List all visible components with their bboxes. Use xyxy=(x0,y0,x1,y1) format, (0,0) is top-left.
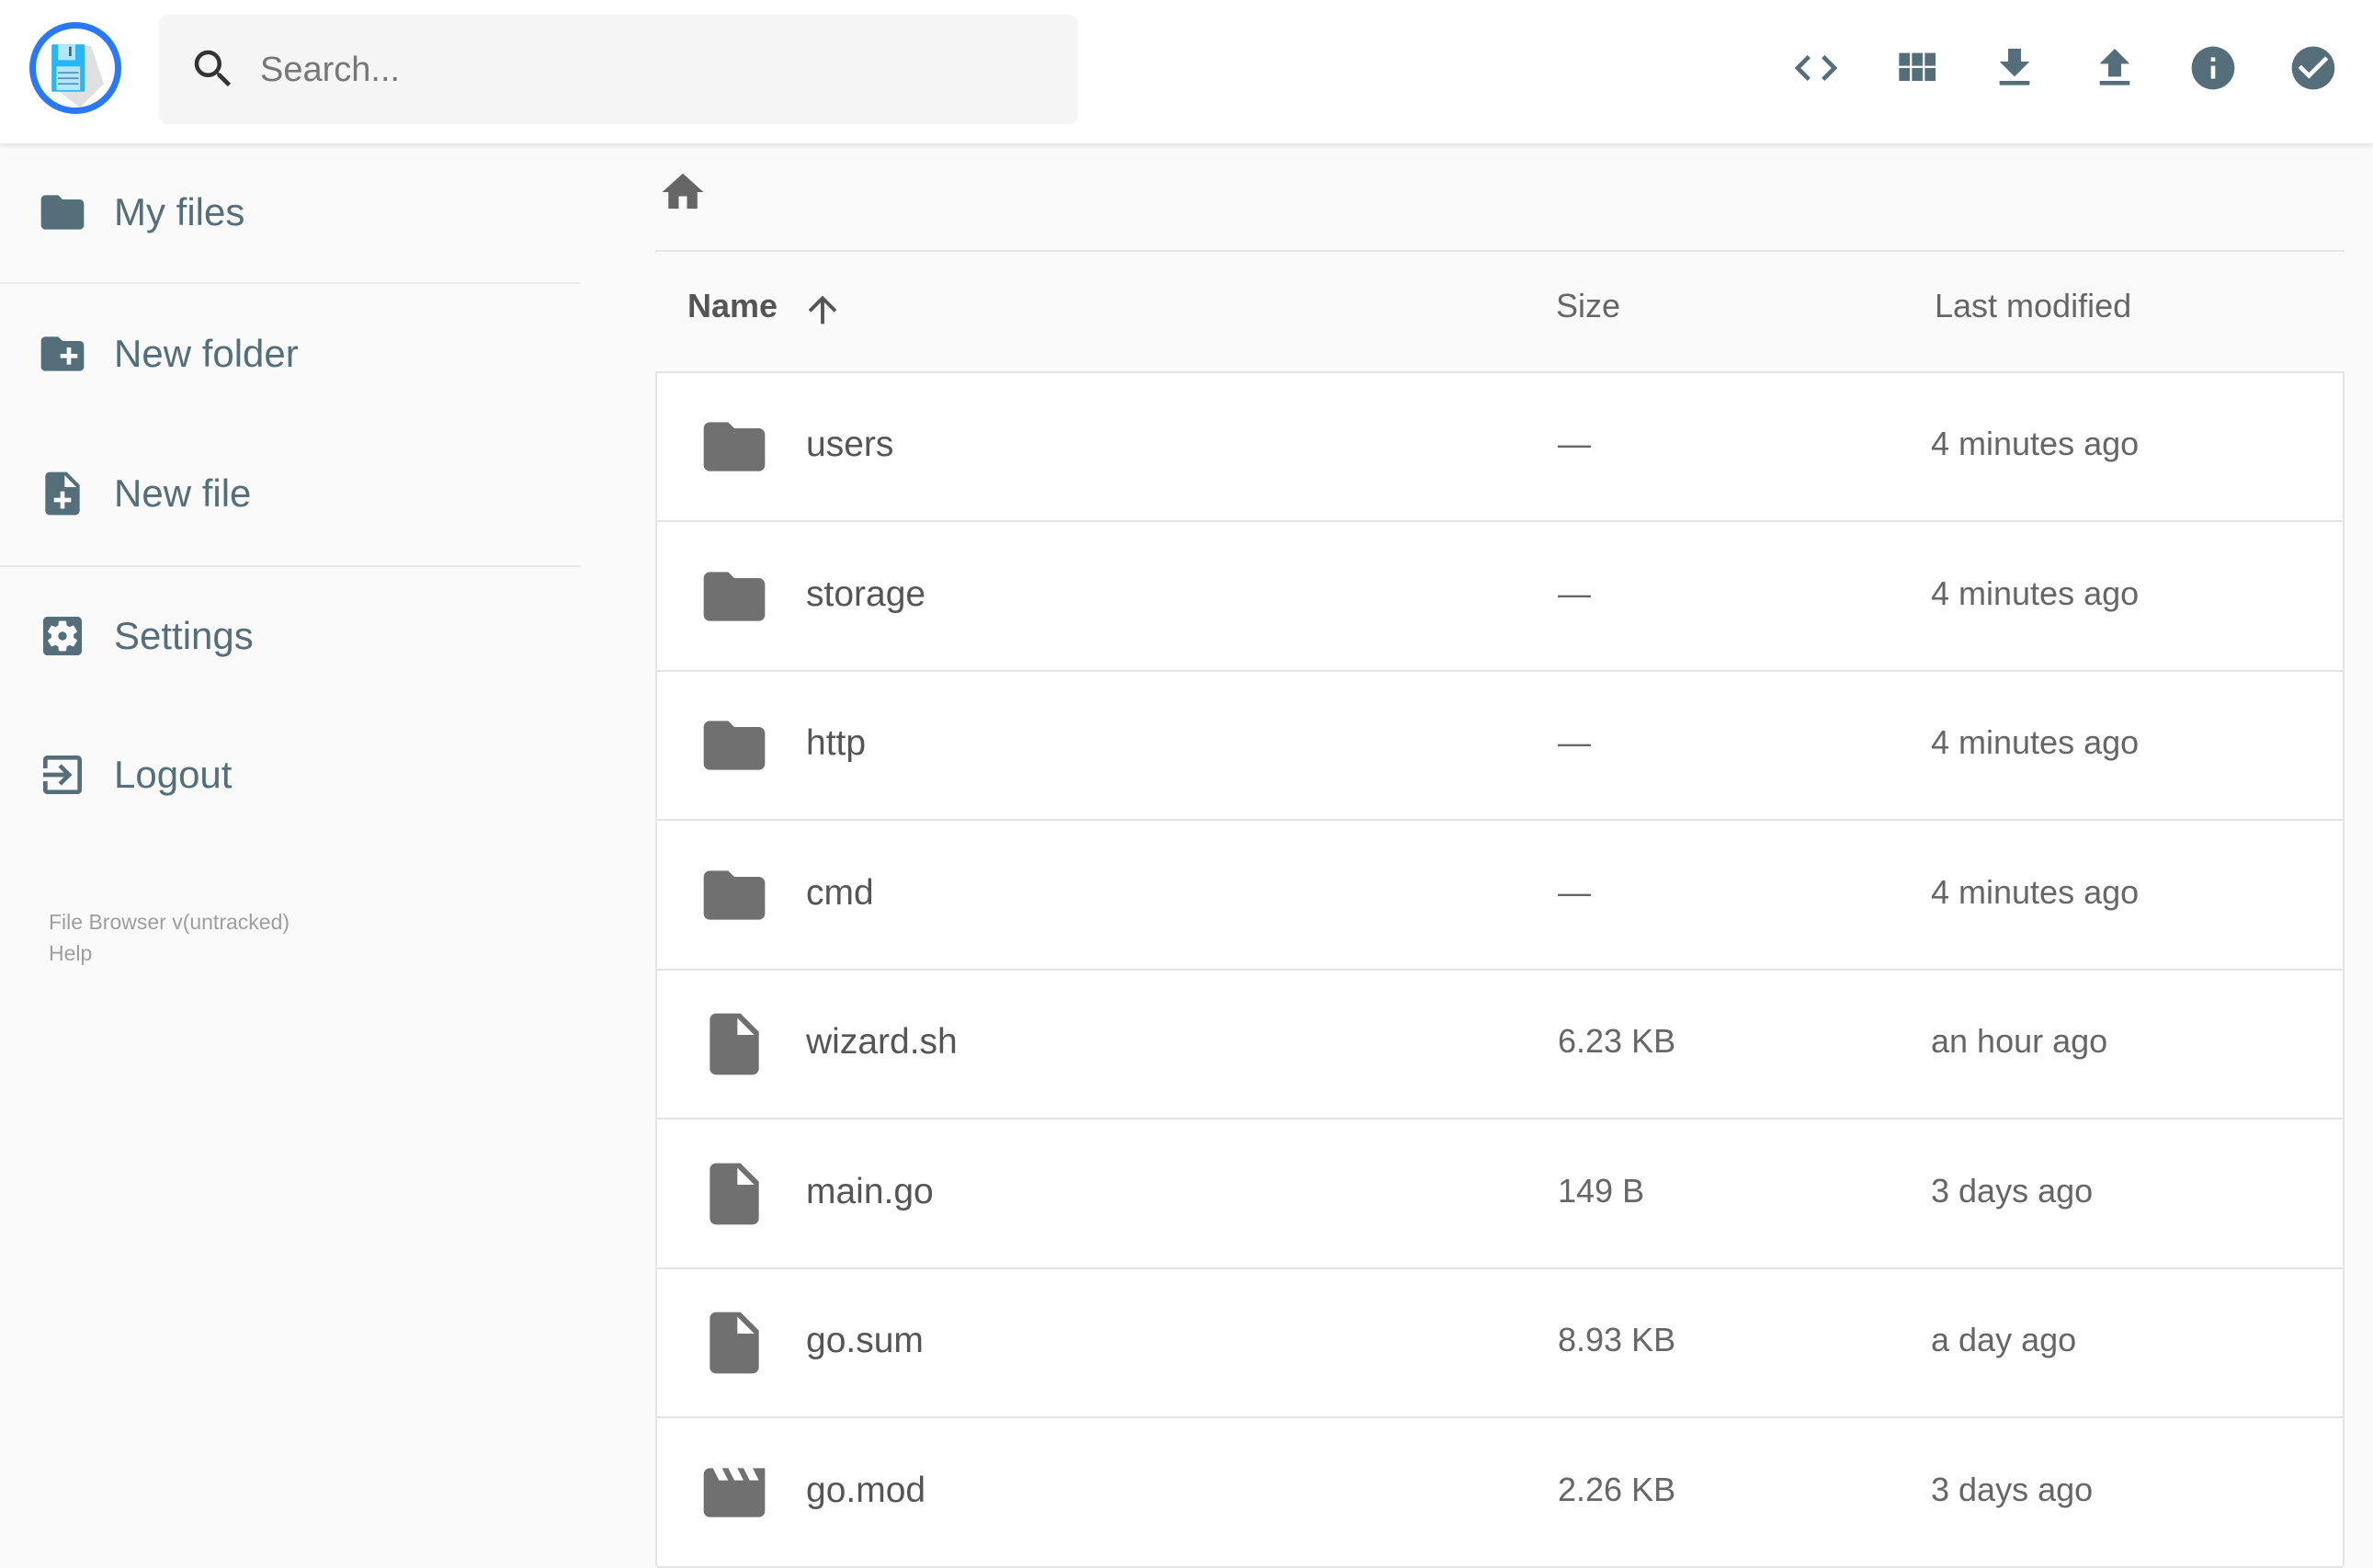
sidebar-item-label: Logout xyxy=(114,753,233,796)
file-size: — xyxy=(1558,425,1591,462)
sidebar-divider xyxy=(0,565,581,567)
folder-icon xyxy=(703,422,766,472)
sidebar-item-settings[interactable]: Settings xyxy=(0,590,581,682)
new-folder-icon xyxy=(40,336,85,371)
file-name: go.sum xyxy=(806,1321,924,1360)
file-name: cmd xyxy=(806,872,874,913)
file-row[interactable]: go.sum 8.93 KB a day ago xyxy=(657,1269,2343,1418)
file-name: wizard.sh xyxy=(806,1022,958,1062)
sidebar-item-logout[interactable]: Logout xyxy=(0,729,581,821)
logout-icon xyxy=(43,756,82,794)
sidebar-divider xyxy=(0,282,581,284)
column-header-name[interactable]: Name xyxy=(687,287,778,324)
search-bar[interactable] xyxy=(159,15,1078,124)
file-size: 8.93 KB xyxy=(1558,1321,1676,1358)
sidebar-item-my-files[interactable]: My files xyxy=(0,166,581,258)
file-modified: a day ago xyxy=(1931,1321,2077,1358)
folder-icon xyxy=(703,721,766,770)
file-icon xyxy=(710,1013,759,1075)
version-text: File Browser v(untracked) xyxy=(49,910,290,934)
file-size: 6.23 KB xyxy=(1558,1022,1676,1060)
column-header-last-modified[interactable]: Last modified xyxy=(1935,287,2132,324)
folder-icon xyxy=(703,869,766,920)
upload-icon xyxy=(2099,49,2130,85)
file-icon xyxy=(710,1163,759,1224)
toggle-code-icon xyxy=(1794,55,1838,81)
sidebar-item-new-folder[interactable]: New folder xyxy=(0,308,581,400)
header xyxy=(0,0,2373,143)
breadcrumb-divider xyxy=(655,250,2345,252)
sidebar-item-new-file[interactable]: New file xyxy=(0,448,581,540)
file-name: main.go xyxy=(806,1171,934,1211)
view-mode-button[interactable] xyxy=(1889,40,1944,96)
folder-icon xyxy=(703,571,766,621)
file-name: go.mod xyxy=(806,1470,926,1510)
view-mode-icon xyxy=(1899,52,1936,81)
file-size: — xyxy=(1558,723,1591,761)
file-name: storage xyxy=(806,574,926,614)
download-button[interactable] xyxy=(1987,40,2042,96)
select-button[interactable] xyxy=(2286,40,2341,96)
column-header-size[interactable]: Size xyxy=(1556,287,1621,324)
settings-icon xyxy=(43,617,82,655)
help-link[interactable]: Help xyxy=(49,941,93,965)
upload-button[interactable] xyxy=(2087,40,2142,96)
file-size: 2.26 KB xyxy=(1558,1470,1676,1508)
file-size: 149 B xyxy=(1558,1171,1645,1210)
sidebar-item-label: Settings xyxy=(114,614,254,657)
file-row[interactable]: main.go 149 B 3 days ago xyxy=(657,1120,2343,1269)
file-row[interactable]: wizard.sh 6.23 KB an hour ago xyxy=(657,971,2343,1119)
file-modified: 3 days ago xyxy=(1931,1470,2094,1508)
file-modified: 4 minutes ago xyxy=(1931,872,2140,911)
search-input[interactable] xyxy=(258,35,1052,105)
sidebar-item-label: My files xyxy=(114,190,245,233)
arrow-upward-icon[interactable] xyxy=(801,289,844,331)
logo[interactable] xyxy=(29,22,121,114)
file-modified: 4 minutes ago xyxy=(1931,723,2140,761)
info-icon xyxy=(2191,46,2235,90)
file-modified: 3 days ago xyxy=(1931,1171,2094,1210)
file-name: http xyxy=(806,723,867,763)
file-list: users — 4 minutes ago storage — 4 minutes ago… xyxy=(655,371,2345,1568)
file-row[interactable]: go.mod 2.26 KB 3 days ago xyxy=(657,1419,2343,1568)
select-icon xyxy=(2291,46,2335,90)
file-size: — xyxy=(1558,574,1591,612)
file-modified: 4 minutes ago xyxy=(1931,425,2140,462)
file-modified: 4 minutes ago xyxy=(1931,574,2140,612)
file-icon xyxy=(710,1312,759,1374)
info-button[interactable] xyxy=(2186,40,2241,96)
file-row[interactable]: storage — 4 minutes ago xyxy=(657,523,2343,672)
file-size: — xyxy=(1558,872,1591,911)
toggle-code-button[interactable] xyxy=(1788,40,1844,96)
file-row[interactable]: users — 4 minutes ago xyxy=(657,373,2343,522)
file-row[interactable]: http — 4 minutes ago xyxy=(657,672,2343,821)
file-name: users xyxy=(806,425,894,464)
file-modified: an hour ago xyxy=(1931,1022,2108,1060)
folder-icon xyxy=(40,195,85,230)
download-icon xyxy=(1999,49,2030,85)
file-row[interactable]: cmd — 4 minutes ago xyxy=(657,822,2343,971)
movie-icon xyxy=(703,1467,766,1517)
home-icon[interactable] xyxy=(658,167,708,217)
new-file-icon xyxy=(45,472,80,516)
search-icon xyxy=(194,50,232,87)
floppy-disk-logo-icon xyxy=(51,44,104,108)
sidebar-item-label: New folder xyxy=(114,332,299,375)
sidebar-item-label: New file xyxy=(114,472,252,515)
